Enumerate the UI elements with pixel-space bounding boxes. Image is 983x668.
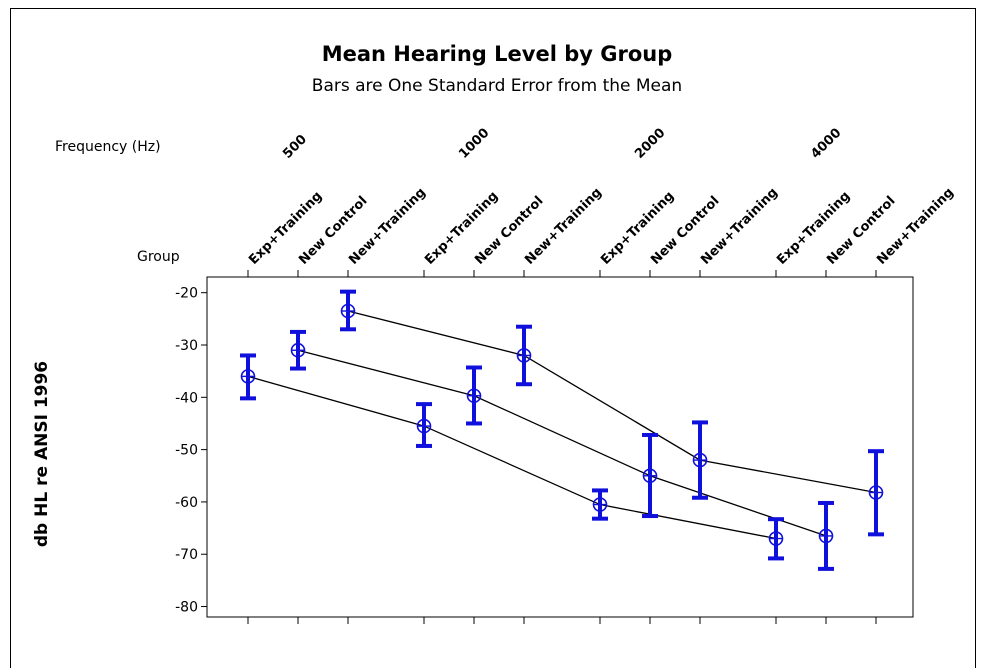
data-point xyxy=(290,342,306,358)
series-line xyxy=(297,349,827,537)
chart-subtitle: Bars are One Standard Error from the Mea… xyxy=(312,76,682,96)
data-point xyxy=(592,497,608,512)
x-axis-ticks xyxy=(247,270,877,624)
y-axis-label: db HL re ANSI 1996 xyxy=(32,361,52,547)
data-point xyxy=(516,348,532,363)
data-point xyxy=(818,528,834,544)
frequency-label: 1000 xyxy=(456,126,492,162)
y-axis-ticks: -20 -30 -40 -50 -60 -70 -80 xyxy=(175,286,207,616)
chart-frame: Mean Hearing Level by Group Bars are One… xyxy=(10,8,976,668)
data-point xyxy=(692,452,708,468)
y-tick-label: -40 xyxy=(175,390,198,406)
data-point xyxy=(768,531,784,546)
y-tick-label: -50 xyxy=(175,443,198,459)
data-point xyxy=(868,485,884,500)
group-axis-label: Group xyxy=(137,249,180,265)
y-tick-label: -80 xyxy=(175,600,198,616)
data-point xyxy=(466,388,482,404)
y-tick-label: -30 xyxy=(175,338,198,354)
chart-title: Mean Hearing Level by Group xyxy=(322,42,673,66)
plot-area xyxy=(206,276,914,618)
data-point xyxy=(340,303,356,319)
hearing-level-chart: Mean Hearing Level by Group Bars are One… xyxy=(32,42,957,624)
frequency-label: 4000 xyxy=(808,126,844,162)
y-tick-label: -60 xyxy=(175,495,198,511)
series-lines xyxy=(247,310,877,540)
data-point xyxy=(642,468,658,484)
series-line xyxy=(347,310,877,494)
data-point xyxy=(416,418,432,434)
frequency-labels: 500 1000 2000 4000 xyxy=(280,126,844,162)
data-point xyxy=(240,369,256,384)
y-tick-label: -70 xyxy=(175,547,198,563)
error-bars xyxy=(240,289,884,571)
frequency-label: 500 xyxy=(280,132,310,162)
frequency-label: 2000 xyxy=(632,126,668,162)
data-markers xyxy=(240,303,884,546)
y-tick-label: -20 xyxy=(175,286,198,302)
frequency-axis-label: Frequency (Hz) xyxy=(55,139,161,155)
series-line xyxy=(247,375,777,540)
